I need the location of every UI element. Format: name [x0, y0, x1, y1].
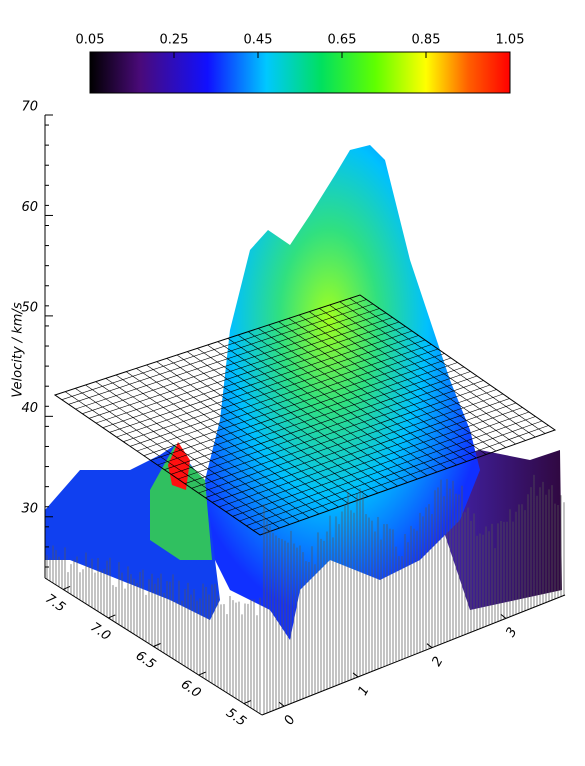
z-axis-label: Velocity / km/s: [11, 302, 26, 397]
surface-skirt: [46, 474, 565, 715]
y-tick-label: 2: [429, 654, 446, 669]
x-tick-label: 5.5: [223, 706, 249, 730]
x-tick: [108, 614, 116, 619]
y-tick: [500, 614, 507, 619]
mesh-line: [319, 308, 516, 445]
y-tick: [352, 672, 359, 678]
z-tick-label: 60: [21, 200, 38, 215]
x-tick: [153, 643, 161, 647]
x-tick-label: 7.5: [42, 591, 68, 615]
colorbar-tick-label: 0.25: [160, 33, 189, 48]
mesh-line: [225, 407, 523, 512]
colorbar-tick-label: 1.05: [496, 33, 525, 48]
colorbar-tick-label: 0.05: [76, 33, 105, 48]
mesh-line: [253, 425, 549, 531]
z-tick-label: 50: [21, 300, 38, 315]
y-tick-label: 1: [356, 684, 373, 699]
mesh-line: [349, 298, 546, 434]
x-tick: [198, 671, 206, 676]
surface: [45, 145, 565, 715]
x-tick-label: 7.0: [88, 620, 114, 644]
x-tick-label: 6.0: [178, 677, 204, 701]
colorbar-tick-label: 0.45: [244, 33, 273, 48]
mesh-line: [339, 301, 536, 438]
mesh-line: [329, 304, 526, 441]
colorbar: [89, 51, 511, 94]
x-tick: [62, 585, 71, 590]
y-tick-label: 3: [503, 625, 520, 640]
z-tick-label: 40: [21, 401, 38, 416]
mesh-line: [232, 411, 530, 517]
colorbar-tick-label: 0.85: [412, 33, 441, 48]
y-tick-label: 0: [282, 713, 299, 728]
x-tick: [243, 700, 252, 705]
colorbar-tick-label: 0.65: [328, 33, 357, 48]
z-tick-label: 70: [21, 100, 38, 115]
plane-mesh: [61, 298, 549, 532]
y-tick: [426, 643, 433, 649]
z-tick-label: 30: [21, 501, 38, 516]
y-axis: [261, 594, 566, 716]
mesh-line: [246, 420, 543, 526]
x-tick-label: 6.5: [133, 648, 159, 672]
y-tick: [278, 701, 285, 707]
mesh-line: [239, 416, 536, 522]
